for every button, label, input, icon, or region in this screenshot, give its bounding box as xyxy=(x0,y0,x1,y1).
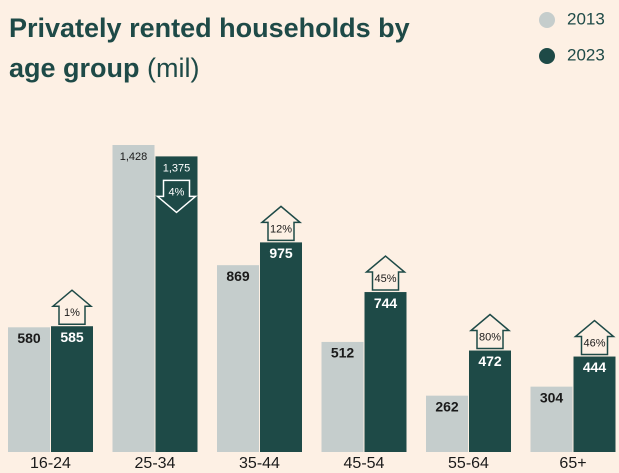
change-arrow xyxy=(468,313,512,350)
change-arrow xyxy=(364,255,407,291)
value-label: 512 xyxy=(331,345,355,361)
legend-label: 2013 xyxy=(567,9,605,28)
bar xyxy=(469,350,511,452)
x-tick-label: 65+ xyxy=(559,455,586,472)
bar xyxy=(51,326,93,452)
bar xyxy=(573,356,616,452)
bar xyxy=(364,292,407,452)
bar xyxy=(260,242,302,452)
bar xyxy=(530,386,573,452)
title-text: Privately rented households by age group xyxy=(9,13,410,83)
value-label: 869 xyxy=(226,268,250,284)
x-tick-label: 45-54 xyxy=(344,455,385,472)
x-tick-label: 55-64 xyxy=(448,455,489,472)
x-tick-label: 25-34 xyxy=(135,455,176,472)
value-label: 975 xyxy=(269,245,293,261)
change-label: 12% xyxy=(270,223,292,235)
value-label: 472 xyxy=(478,353,502,369)
bar xyxy=(321,341,364,452)
value-label: 262 xyxy=(435,398,459,414)
legend-swatch xyxy=(539,48,555,64)
change-label: 4% xyxy=(169,186,185,198)
legend-swatch xyxy=(539,12,555,28)
bar xyxy=(112,145,155,452)
change-label: 46% xyxy=(583,337,605,349)
value-label: 304 xyxy=(540,389,564,405)
value-label: 585 xyxy=(60,329,84,345)
bar xyxy=(426,395,468,452)
chart-title: Privately rented households by age group… xyxy=(9,8,429,88)
change-arrow xyxy=(50,289,94,325)
bar xyxy=(8,327,50,452)
value-label: 580 xyxy=(17,330,41,346)
change-arrow xyxy=(259,205,303,242)
change-arrow xyxy=(155,179,198,214)
change-arrow xyxy=(573,319,616,356)
x-tick-label: 16-24 xyxy=(30,455,71,472)
value-label: 1,375 xyxy=(163,162,191,174)
x-tick-label: 35-44 xyxy=(239,455,280,472)
change-label: 45% xyxy=(374,273,396,285)
title-unit: (mil) xyxy=(147,53,200,83)
value-label: 444 xyxy=(583,359,607,375)
legend-label: 2023 xyxy=(567,45,605,64)
value-label: 1,428 xyxy=(120,151,148,163)
change-label: 1% xyxy=(64,307,80,319)
bar xyxy=(155,156,198,452)
change-label: 80% xyxy=(479,331,501,343)
bar xyxy=(217,265,259,452)
value-label: 744 xyxy=(374,295,398,311)
